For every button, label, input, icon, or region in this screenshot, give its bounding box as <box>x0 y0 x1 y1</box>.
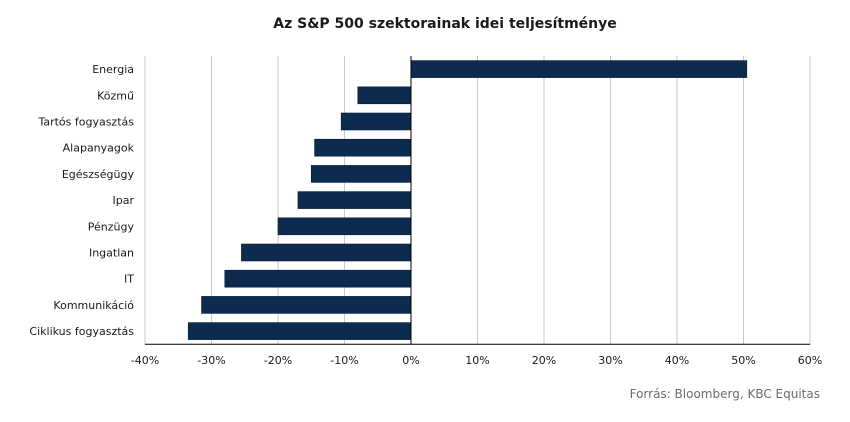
x-tick-label: 0% <box>402 354 419 367</box>
bar <box>224 269 412 288</box>
x-tick-label: 60% <box>798 354 822 367</box>
bar <box>410 60 748 78</box>
category-label: Kommunikáció <box>53 299 134 312</box>
x-tick-label: 10% <box>465 354 489 367</box>
bar <box>277 217 412 236</box>
bar <box>310 165 412 183</box>
category-label: Energia <box>92 63 134 76</box>
category-label: Egészségügy <box>62 168 135 181</box>
category-label: Ipar <box>113 194 135 207</box>
x-tick-label: 50% <box>731 354 755 367</box>
category-label: Pénzügy <box>88 220 135 233</box>
bar <box>241 243 412 262</box>
x-tick-label: 30% <box>598 354 622 367</box>
bar <box>357 86 412 105</box>
x-tick-label: 40% <box>665 354 689 367</box>
source-note: Forrás: Bloomberg, KBC Equitas <box>629 387 820 401</box>
bar <box>201 296 412 314</box>
x-tick-label: -40% <box>131 354 159 367</box>
bar <box>297 191 412 209</box>
category-label: Tartós fogyasztás <box>37 116 134 129</box>
bar <box>340 112 412 131</box>
category-label: Alapanyagok <box>63 142 135 155</box>
category-label: IT <box>124 273 134 286</box>
chart-title: Az S&P 500 szektorainak idei teljesítmén… <box>273 16 617 32</box>
category-label: Ciklikus fogyasztás <box>29 325 134 338</box>
bar <box>314 138 412 157</box>
category-label: Ingatlan <box>89 247 134 260</box>
x-tick-label: -10% <box>330 354 358 367</box>
bar <box>187 322 412 340</box>
x-tick-label: -20% <box>264 354 292 367</box>
x-tick-label: 20% <box>532 354 556 367</box>
x-tick-label: -30% <box>197 354 225 367</box>
category-label: Közmű <box>97 89 134 102</box>
